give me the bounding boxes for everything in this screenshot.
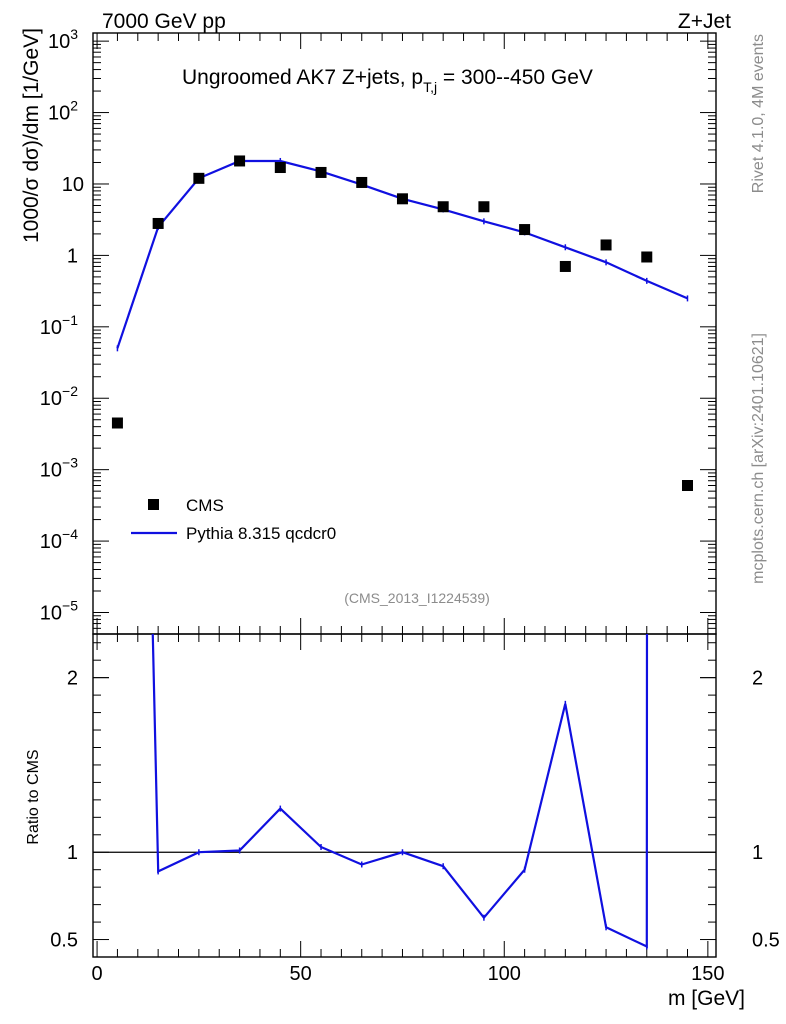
ratio-y-ticks: 0.5 0.5 1 1 2 2 xyxy=(50,642,780,958)
ratio-line xyxy=(151,634,649,949)
ratio-panel-frame xyxy=(92,633,717,958)
x-tick-label: 0 xyxy=(92,963,103,985)
main-title-suffix: = 300--450 GeV xyxy=(437,66,593,89)
mcplots-reference-label: mcplots.cern.ch [arXiv:2401.10621] xyxy=(750,333,767,584)
main-y-tick-label: 10−3 xyxy=(40,455,78,482)
rivet-version-label: Rivet 4.1.0, 4M events xyxy=(750,34,767,193)
ratio-x-ticks: 0 50 100 150 xyxy=(92,634,725,985)
main-panel-frame xyxy=(92,32,717,635)
cms-data-point xyxy=(641,251,653,263)
main-y-tick-label: 10−1 xyxy=(40,312,78,339)
legend-pythia-label: Pythia 8.315 qcdcr0 xyxy=(186,524,336,543)
cms-data-point xyxy=(559,260,571,272)
main-y-tick-label: 102 xyxy=(48,98,78,125)
ratio-y-tick-label-right: 0.5 xyxy=(752,930,780,952)
header-energy-label: 7000 GeV pp xyxy=(102,10,226,33)
cms-data-point xyxy=(111,417,123,429)
cms-data-point xyxy=(315,166,327,178)
cms-data-point xyxy=(152,217,164,229)
legend-cms-marker xyxy=(148,499,159,510)
cms-data-point xyxy=(519,224,531,236)
cms-data-point xyxy=(356,176,368,188)
main-title-text: Ungroomed AK7 Z+jets, p xyxy=(182,66,423,89)
legend: CMS Pythia 8.315 qcdcr0 xyxy=(131,496,336,543)
main-y-tick-label: 10 xyxy=(62,174,84,196)
cms-data-series xyxy=(111,155,693,492)
cms-data-point xyxy=(681,480,693,492)
ratio-y-tick-label-right: 2 xyxy=(752,668,763,690)
ratio-series xyxy=(151,634,649,950)
cms-data-point xyxy=(193,172,205,184)
x-tick-label: 50 xyxy=(290,963,312,985)
x-axis-label: m [GeV] xyxy=(668,987,745,1010)
mc-prediction-series xyxy=(116,157,689,352)
ratio-y-tick-label: 1 xyxy=(67,842,78,864)
header-process-label: Z+Jet xyxy=(678,10,731,33)
analysis-label: (CMS_2013_I1224539) xyxy=(344,590,490,606)
main-title-subscript: T,j xyxy=(423,79,437,95)
main-title: Ungroomed AK7 Z+jets, pT,j = 300--450 Ge… xyxy=(182,66,593,95)
ratio-y-tick-label: 2 xyxy=(67,668,78,690)
cms-data-point xyxy=(274,162,286,174)
main-y-axis-label: 1000/σ dσ)/dm [1/GeV] xyxy=(20,28,43,243)
ratio-y-tick-label: 0.5 xyxy=(50,930,78,952)
main-x-ticks xyxy=(96,33,709,634)
pythia-line xyxy=(116,159,688,349)
cms-data-point xyxy=(396,193,408,205)
ratio-y-axis-label: Ratio to CMS xyxy=(25,749,42,844)
cms-data-point xyxy=(478,201,490,213)
main-y-tick-label: 10−4 xyxy=(40,526,78,553)
x-tick-label: 150 xyxy=(691,963,724,985)
main-y-tick-label: 103 xyxy=(48,26,78,53)
main-y-tick-label: 1 xyxy=(67,245,78,267)
cms-data-point xyxy=(437,201,449,213)
legend-cms-label: CMS xyxy=(186,496,224,515)
cms-data-point xyxy=(234,155,246,167)
ratio-panel: 0.5 0.5 1 1 2 2 0 50 100 150 xyxy=(50,633,780,985)
main-y-tick-label: 10−5 xyxy=(40,598,78,625)
ratio-y-tick-label-right: 1 xyxy=(752,842,763,864)
x-tick-label: 100 xyxy=(488,963,521,985)
main-y-tick-label: 10−2 xyxy=(40,383,78,410)
cms-data-point xyxy=(600,239,612,251)
